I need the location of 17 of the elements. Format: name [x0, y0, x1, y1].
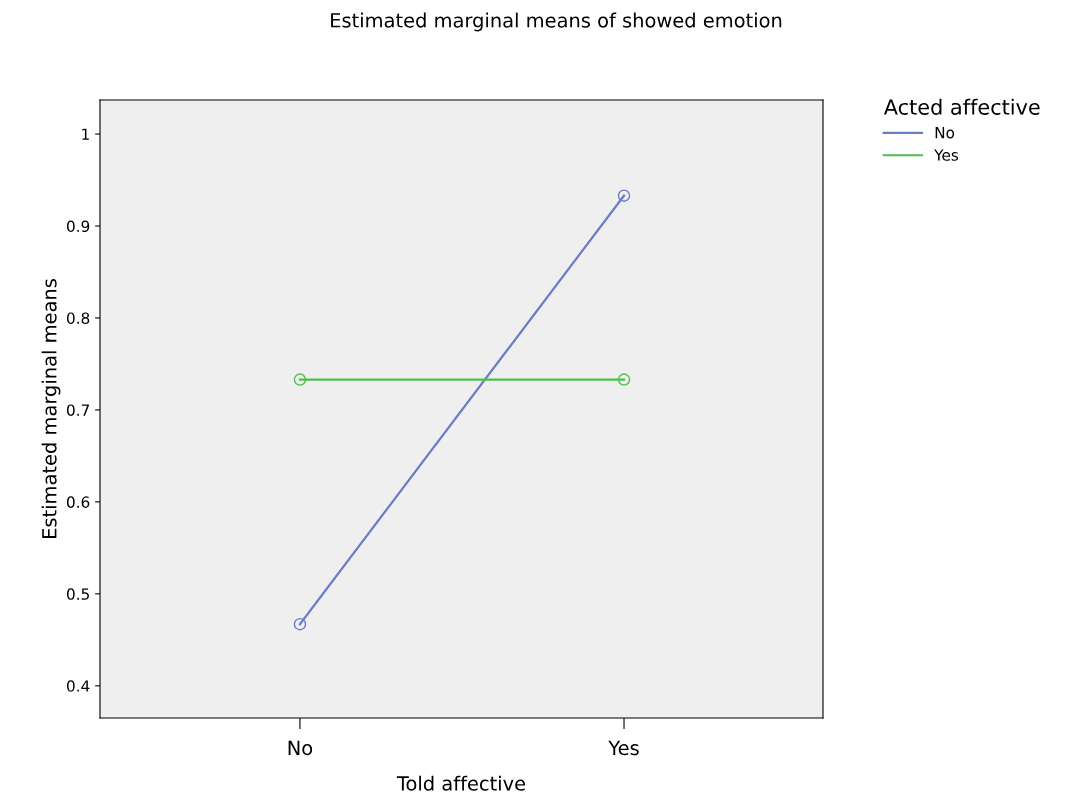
y-tick-label: 0.4	[66, 680, 90, 692]
x-axis-title: Told affective	[396, 775, 526, 791]
y-tick-label: 0.5	[66, 588, 89, 600]
point	[293, 617, 307, 631]
legend-title: Acted affective	[883, 98, 1040, 115]
chart-title: Estimated marginal means of showed emotion	[331, 12, 782, 32]
y-axis-title: Estimated marginal means	[41, 279, 61, 538]
y-tick-label: 0.7	[66, 404, 89, 416]
y-tick-label: 0.9	[66, 220, 90, 233]
y-tick-label: 0.8	[66, 312, 90, 324]
y-tick-label: 0.6	[66, 496, 90, 508]
legend-label: No	[935, 127, 955, 139]
point	[293, 373, 307, 386]
legend-label: Yes	[934, 149, 959, 161]
y-tick-label: 1	[82, 128, 89, 140]
point	[617, 189, 631, 202]
point	[617, 373, 631, 386]
